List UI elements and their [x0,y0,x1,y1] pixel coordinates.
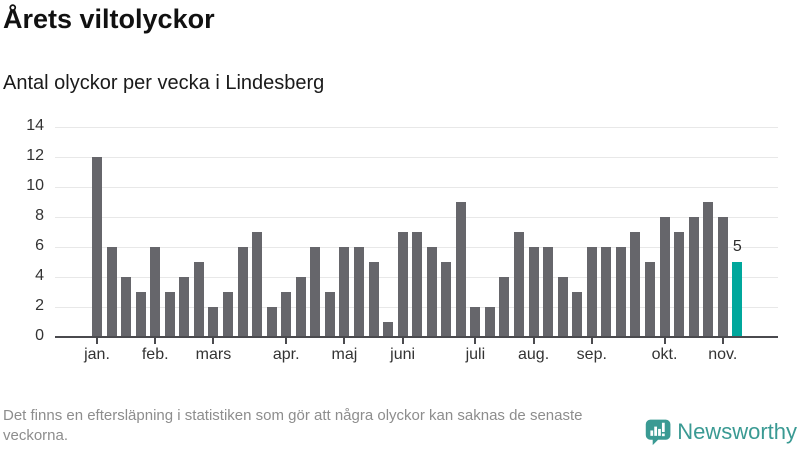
bar [339,247,350,337]
x-axis-tick [474,338,477,344]
x-axis-tick [154,338,157,344]
x-axis-tick [663,338,666,344]
bar [615,247,626,337]
brand-name: Newsworthy [677,419,797,444]
y-axis-label: 0 [35,327,44,344]
x-axis-line [55,336,778,338]
gridline [55,127,778,128]
bar [121,277,132,337]
bar [630,232,641,337]
bar [106,247,117,337]
bar [732,262,743,337]
bar-chart: 0 2 4 6 8 10 12 14 jan. feb. mars apr. maj juni juli au… [26,117,778,363]
x-axis-tick [96,338,98,344]
bar [674,232,685,337]
bar [441,262,452,337]
bar [645,262,655,337]
bar [514,232,525,337]
x-axis-label: sep. [576,346,607,363]
bar [208,307,219,337]
bar [150,247,161,337]
bar [412,232,423,337]
page-title: Årets viltolyckor [3,4,215,34]
x-axis-label: jan. [84,346,110,363]
bar [455,202,466,337]
x-axis-tick [343,338,346,344]
bar [499,277,510,337]
bar [310,247,321,337]
bar [717,217,728,337]
bar [484,307,495,337]
bar [252,232,263,337]
bar [572,292,583,337]
bar [426,247,437,337]
y-axis-label: 4 [35,267,44,284]
gridline [55,217,778,218]
y-axis-label: 2 [35,297,44,314]
bar [266,307,277,337]
bar [324,292,335,337]
bar [222,292,233,337]
x-axis-tick [212,338,215,344]
chart-subtitle: Antal olyckor per vecka i Lindesberg [3,72,325,94]
gridline [55,187,778,188]
y-axis-label: 10 [26,177,44,194]
y-axis-label: 8 [35,207,44,224]
bar [179,277,190,337]
bar [557,277,568,337]
gridline [55,157,778,158]
newsworthy-logo[interactable]: Newsworthy [645,414,797,450]
bar [92,157,102,337]
x-axis-label: juni [390,346,416,363]
x-axis-label: aug. [518,346,550,363]
bar [383,322,394,337]
y-axis-label: 12 [26,147,44,164]
bar [368,262,379,337]
speech-bubble-chart-icon [645,419,671,446]
x-axis-label: mars [195,346,232,363]
bar [543,247,554,337]
bar [353,247,364,337]
bar [528,247,539,337]
x-axis-label: feb. [141,346,169,363]
x-axis-tick [401,338,404,344]
bar [586,247,597,337]
bar [295,277,306,337]
bar [281,292,292,337]
bar [193,262,204,337]
bar [688,217,699,337]
y-axis-label: 6 [35,237,44,254]
bar-value-label: 5 [732,238,742,255]
bar [164,292,175,337]
x-axis-label: maj [331,346,358,363]
bar [397,232,408,337]
bar [601,247,612,337]
bar [135,292,146,337]
x-axis-tick [285,338,288,344]
bar [470,307,481,337]
x-axis-label: juli [465,346,486,363]
footer-note: Det finns en eftersläpning i statistiken… [3,407,583,444]
y-axis-label: 14 [26,117,44,134]
x-axis-label: nov. [708,346,738,363]
x-axis-label: okt. [651,346,678,363]
x-axis-label: apr. [272,346,300,363]
x-axis-tick [721,338,724,344]
x-axis-tick [532,338,535,344]
x-axis-tick [590,338,593,344]
bar [703,202,714,337]
bar [659,217,670,337]
bar [237,247,248,337]
